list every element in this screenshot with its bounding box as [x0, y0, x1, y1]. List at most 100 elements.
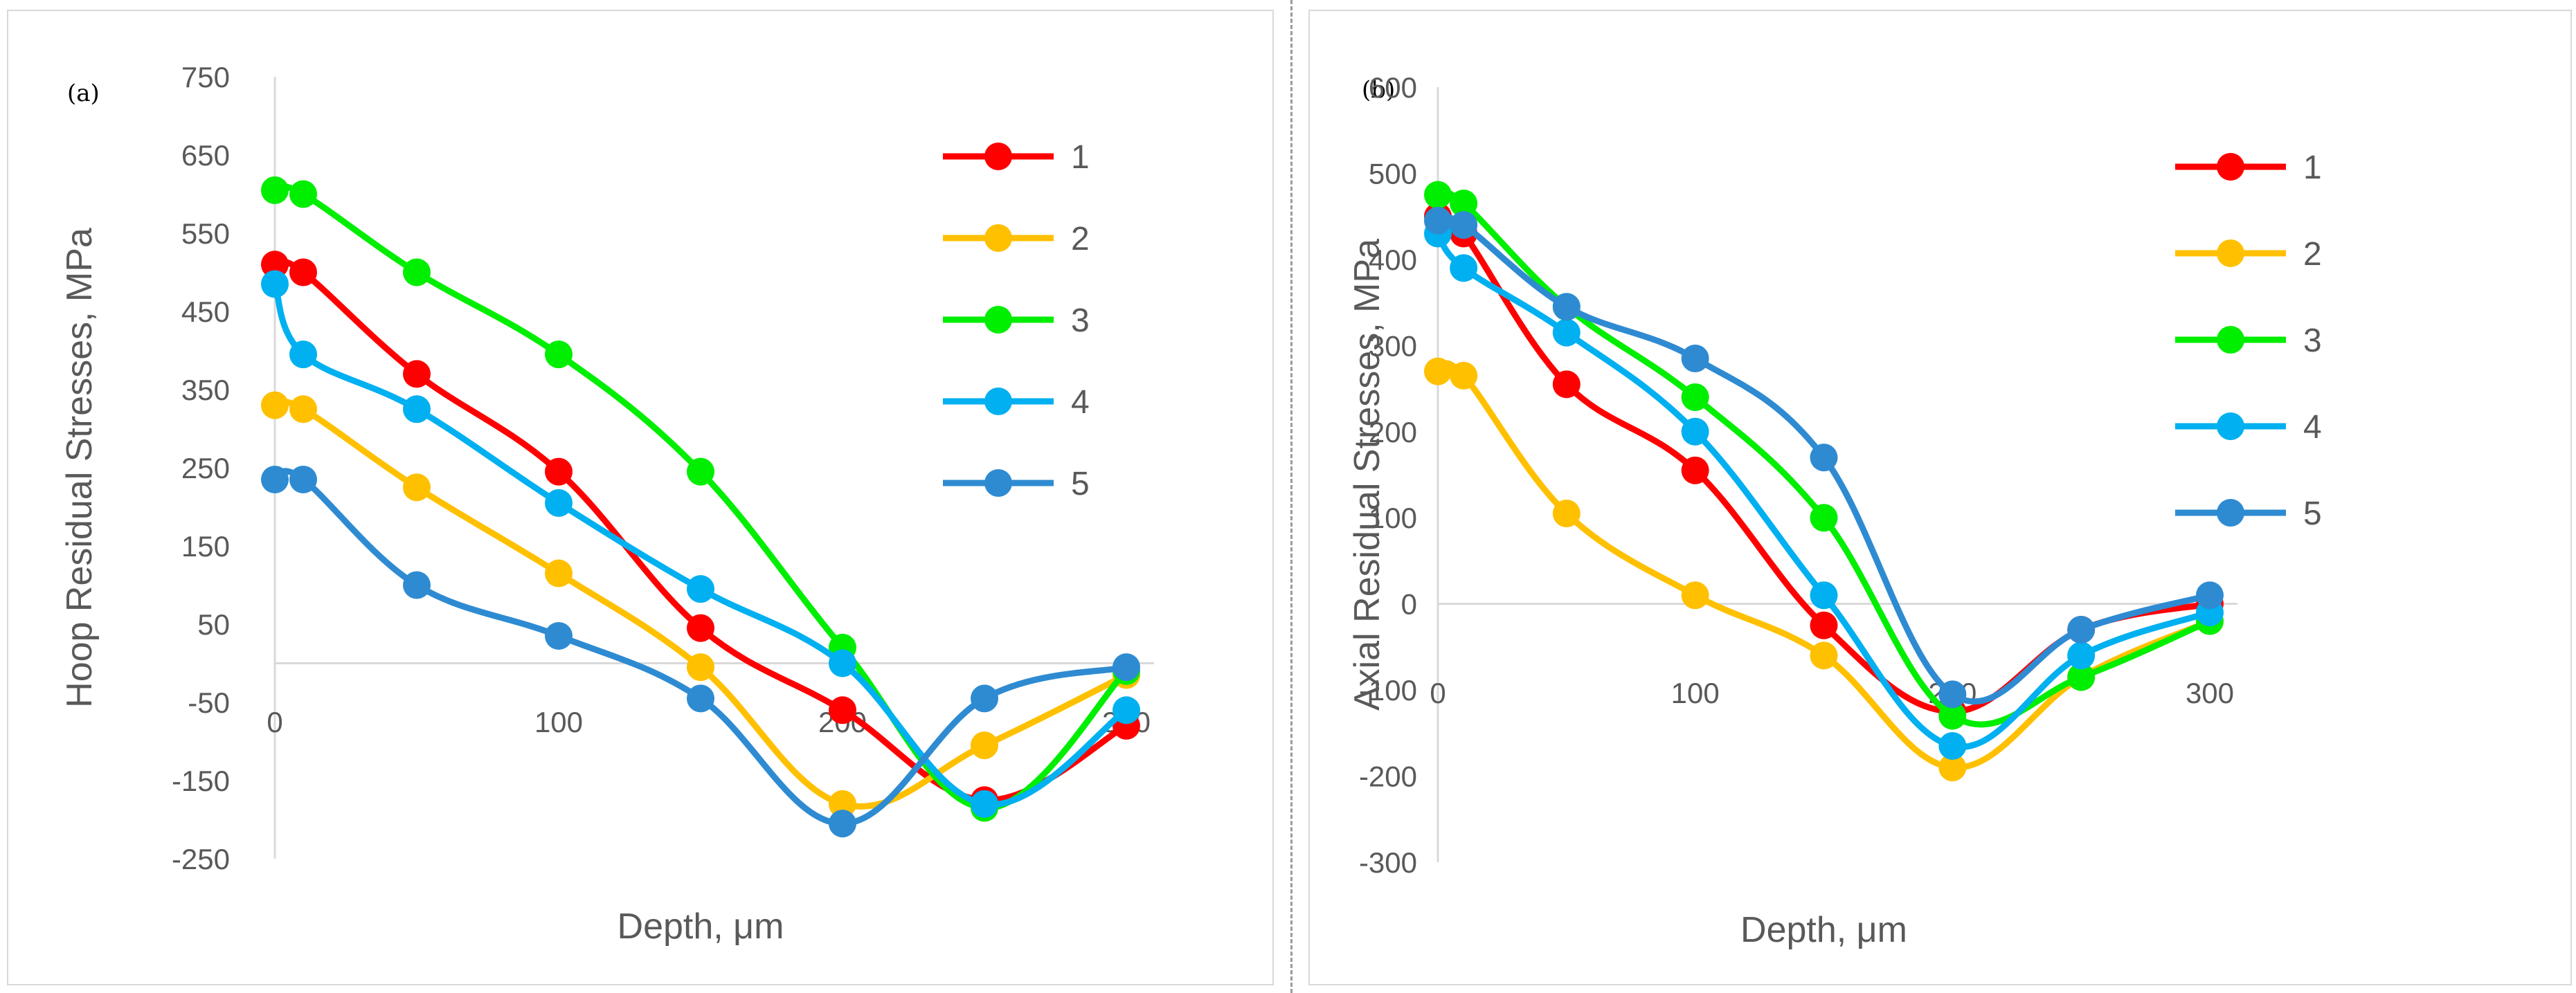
data-point	[971, 790, 998, 818]
legend-label: 2	[1071, 221, 1090, 257]
series-line	[1434, 189, 2213, 728]
legend-label: 3	[1071, 302, 1090, 339]
data-point	[2196, 581, 2224, 610]
y-tick-label: 600	[1369, 71, 1417, 104]
legend-swatch-marker	[984, 224, 1012, 252]
legend-swatch-marker	[984, 388, 1012, 415]
data-point	[1113, 696, 1140, 725]
series-2	[1424, 357, 2224, 782]
data-point	[2067, 663, 2096, 691]
y-tick-label: 350	[181, 374, 230, 406]
series-line	[1434, 230, 2213, 750]
chart-a-svg: (a) -250 -150 -50 50 150 250 350 450 550 650 750 0 10…	[60, 61, 1154, 947]
data-point	[1938, 732, 1967, 760]
data-point	[1424, 206, 1452, 235]
legend-swatch-marker	[984, 469, 1012, 497]
data-point	[1552, 370, 1580, 399]
data-point	[1938, 754, 1967, 782]
panel-divider	[1290, 0, 1292, 993]
y-axis-title: Hoop Residual Stresses, MPa	[60, 228, 100, 708]
data-point	[1810, 444, 1838, 472]
y-tick-label: 0	[1401, 588, 1417, 621]
data-point	[1552, 318, 1580, 347]
data-point	[687, 614, 714, 642]
y-tick-label: 650	[181, 139, 230, 172]
legend-item: 5	[2175, 495, 2322, 532]
data-point	[1810, 581, 1838, 610]
legend-item: 4	[2175, 409, 2322, 446]
panel-label: (b)	[1362, 76, 1395, 104]
data-point	[1450, 361, 1478, 390]
data-point	[403, 360, 431, 388]
data-point	[829, 790, 856, 818]
data-point	[687, 684, 714, 713]
data-point	[1552, 293, 1580, 321]
x-tick-label: 100	[1671, 677, 1720, 709]
data-point	[403, 258, 431, 286]
data-point	[261, 465, 289, 493]
data-point	[829, 696, 856, 725]
legend-label: 2	[2303, 236, 2322, 273]
series-5	[261, 465, 1140, 838]
series-line	[271, 258, 1130, 803]
series-4	[261, 270, 1140, 818]
series-3	[261, 176, 1140, 822]
legend-item: 4	[943, 384, 1090, 421]
chart-b-svg: (b)-300-200-1000100200300400500600010020…	[1347, 71, 2322, 950]
legend-label: 5	[1071, 466, 1090, 502]
data-point	[289, 340, 317, 369]
y-axis-title: Axial Residual Stresses, MPa	[1347, 239, 1387, 711]
legend-item: 1	[943, 139, 1090, 176]
data-point	[261, 176, 289, 204]
data-point	[1552, 500, 1580, 527]
x-axis-title: Depth, μm	[618, 907, 784, 947]
y-tick-label: 100	[1369, 502, 1417, 534]
data-point	[545, 340, 573, 369]
y-tick-label: -200	[1359, 760, 1417, 793]
series-line	[271, 183, 1130, 812]
legend-item: 2	[943, 221, 1090, 257]
data-point	[289, 180, 317, 208]
x-tick-label: 0	[1430, 677, 1445, 709]
y-tick-label: 200	[1369, 416, 1417, 448]
y-tick-label: -50	[188, 686, 230, 719]
y-tick-label: 750	[181, 61, 230, 93]
legend-label: 1	[2303, 149, 2322, 186]
data-point	[403, 395, 431, 423]
legend-label: 1	[1071, 139, 1090, 176]
y-tick-label: 450	[181, 295, 230, 328]
y-tick-label: 300	[1369, 329, 1417, 362]
y-tick-label: 550	[181, 217, 230, 250]
data-point	[1938, 702, 1967, 730]
x-tick-label: 300	[2186, 677, 2234, 709]
x-tick-label: 100	[534, 706, 583, 738]
series-5	[1424, 206, 2224, 709]
data-point	[687, 653, 714, 682]
data-point	[1810, 611, 1838, 639]
data-point	[1681, 345, 1709, 372]
data-point	[545, 559, 573, 587]
data-point	[1113, 653, 1140, 682]
data-point	[687, 457, 714, 486]
y-tick-label: 150	[181, 530, 230, 563]
data-point	[403, 473, 431, 502]
data-point	[687, 575, 714, 603]
legend-swatch-marker	[984, 143, 1012, 170]
data-point	[971, 731, 998, 760]
data-point	[2067, 641, 2096, 670]
data-point	[1681, 417, 1709, 446]
data-point	[1681, 456, 1709, 484]
series-line	[1434, 360, 2213, 771]
data-point	[1450, 254, 1478, 282]
data-point	[1424, 357, 1452, 385]
data-point	[261, 270, 289, 298]
data-point	[1938, 680, 1967, 709]
y-tick-label: 50	[197, 608, 230, 641]
data-point	[545, 457, 573, 486]
y-tick-label: 500	[1369, 157, 1417, 190]
x-axis-title: Depth, μm	[1740, 910, 1907, 950]
series-1	[261, 250, 1140, 814]
y-tick-label: -100	[1359, 674, 1417, 707]
data-point	[1681, 383, 1709, 411]
data-point	[289, 258, 317, 286]
